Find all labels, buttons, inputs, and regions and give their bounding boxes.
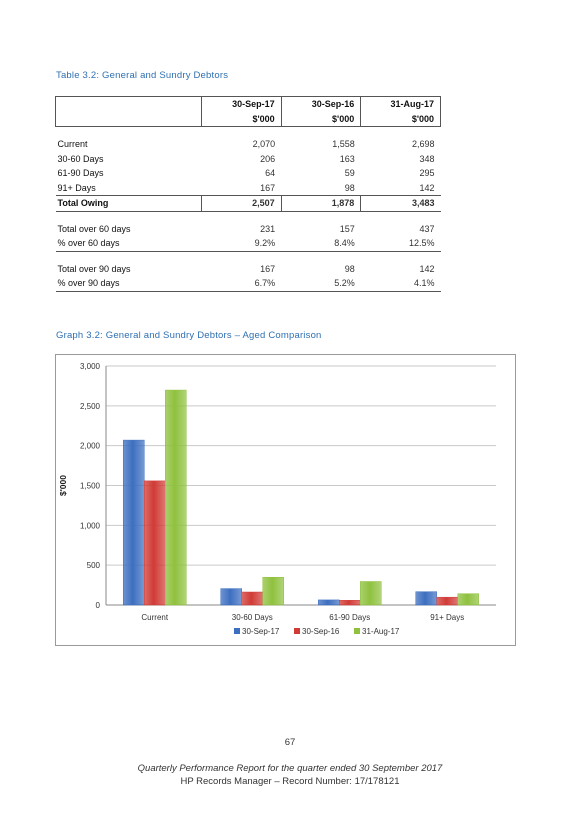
cell: 59 bbox=[344, 168, 355, 179]
legend-swatch bbox=[234, 628, 240, 634]
cell: 142 bbox=[419, 182, 435, 193]
legend-swatch bbox=[294, 628, 300, 634]
cell: 4.1% bbox=[413, 278, 435, 289]
page-number: 67 bbox=[284, 737, 296, 748]
row-label: % over 90 days bbox=[57, 278, 120, 289]
y-axis-label: $'000 bbox=[58, 475, 68, 496]
legend-label: 30-Sep-17 bbox=[242, 627, 280, 636]
cell: 163 bbox=[339, 153, 355, 164]
row-label: 91+ Days bbox=[57, 182, 96, 193]
cell: 3,483 bbox=[360, 195, 441, 211]
header-blank bbox=[55, 96, 202, 112]
header-col-2: 30-Sep-16 bbox=[280, 96, 361, 112]
bar bbox=[165, 389, 187, 606]
table-row: Total over 60 days 231 157 437 bbox=[56, 222, 441, 237]
x-tick-label: Current bbox=[141, 613, 168, 622]
table-row: 30-60 Days 206 163 348 bbox=[56, 152, 441, 167]
debtors-table: 30-Sep-17 30-Sep-16 31-Aug-17 $'000 $'00… bbox=[55, 96, 441, 292]
y-tick-label: 500 bbox=[87, 561, 101, 570]
bar bbox=[123, 439, 145, 606]
unit-col-3: $'000 bbox=[360, 111, 441, 127]
cell: 64 bbox=[265, 168, 276, 179]
table-row: Current 2,070 1,558 2,698 bbox=[56, 137, 441, 152]
y-tick-label: 0 bbox=[96, 601, 101, 610]
cell: 157 bbox=[339, 223, 355, 234]
cell: 12.5% bbox=[408, 238, 435, 249]
cell: 167 bbox=[260, 263, 276, 274]
cell: 98 bbox=[344, 263, 355, 274]
unit-col-1: $'000 bbox=[201, 111, 282, 127]
row-label: Total Owing bbox=[57, 198, 109, 209]
y-tick-label: 2,000 bbox=[80, 442, 101, 451]
bar bbox=[457, 593, 479, 606]
table-row: % over 90 days 6.7% 5.2% 4.1% bbox=[55, 276, 441, 291]
unit-col-2: $'000 bbox=[280, 111, 361, 127]
cell: 231 bbox=[260, 223, 276, 234]
cell: 1,878 bbox=[280, 195, 361, 211]
cell: 1,558 bbox=[332, 139, 355, 150]
header-col-1: 30-Sep-17 bbox=[201, 96, 282, 112]
x-tick-label: 91+ Days bbox=[430, 613, 464, 622]
cell: 167 bbox=[260, 182, 276, 193]
bar bbox=[318, 599, 340, 606]
row-label: 61-90 Days bbox=[57, 168, 104, 179]
table-row: % over 60 days 9.2% 8.4% 12.5% bbox=[55, 236, 441, 251]
cell: 2,698 bbox=[411, 139, 435, 150]
row-label: Total over 60 days bbox=[57, 223, 131, 234]
row-label: 30-60 Days bbox=[57, 153, 104, 164]
legend-label: 31-Aug-17 bbox=[362, 627, 400, 636]
debtors-chart: 0 500 1,000 1,500 2,000 2,500 3,000 $'000 Curren… bbox=[55, 354, 516, 646]
cell: 295 bbox=[419, 168, 435, 179]
cell: 5.2% bbox=[334, 278, 355, 289]
y-tick-label: 1,500 bbox=[80, 482, 101, 491]
cell: 142 bbox=[419, 263, 435, 274]
cell: 98 bbox=[344, 182, 355, 193]
cell: 2,507 bbox=[201, 195, 282, 211]
table-row: 61-90 Days 64 59 295 bbox=[56, 166, 441, 181]
y-tick-label: 3,000 bbox=[80, 362, 101, 371]
cell: 9.2% bbox=[254, 238, 276, 249]
unit-blank bbox=[55, 111, 202, 127]
bar bbox=[339, 600, 361, 606]
bar bbox=[144, 480, 166, 606]
header-col-3: 31-Aug-17 bbox=[360, 96, 441, 112]
chart-svg: 0 500 1,000 1,500 2,000 2,500 3,000 $'000 Curren… bbox=[58, 362, 496, 636]
bar bbox=[220, 588, 242, 606]
table-row: Total over 90 days 167 98 142 bbox=[56, 262, 441, 277]
legend-label: 30-Sep-16 bbox=[302, 627, 340, 636]
table-caption: Table 3.2: General and Sundry Debtors bbox=[56, 70, 229, 81]
x-tick-label: 30-60 Days bbox=[232, 613, 273, 622]
row-label: % over 60 days bbox=[57, 238, 120, 249]
total-row: Total Owing 2,507 1,878 3,483 bbox=[55, 195, 441, 211]
cell: 8.4% bbox=[334, 238, 355, 249]
y-tick-label: 2,500 bbox=[80, 402, 101, 411]
bar bbox=[262, 577, 284, 606]
bar bbox=[415, 591, 437, 606]
footer-report-title: Quarterly Performance Report for the qua… bbox=[137, 763, 443, 774]
table-row: 91+ Days 167 98 142 bbox=[56, 181, 441, 196]
cell: 437 bbox=[419, 223, 435, 234]
y-tick-label: 1,000 bbox=[80, 521, 101, 530]
cell: 348 bbox=[419, 153, 435, 164]
row-label: Current bbox=[57, 139, 88, 150]
bar bbox=[436, 596, 458, 606]
cell: 206 bbox=[260, 153, 276, 164]
graph-caption: Graph 3.2: General and Sundry Debtors – … bbox=[56, 330, 322, 341]
legend-swatch bbox=[354, 628, 360, 634]
footer-record-number: HP Records Manager – Record Number: 17/1… bbox=[180, 776, 400, 787]
cell: 6.7% bbox=[254, 278, 276, 289]
bar bbox=[241, 591, 263, 606]
cell: 2,070 bbox=[252, 139, 276, 150]
x-tick-label: 61-90 Days bbox=[329, 613, 370, 622]
row-label: Total over 90 days bbox=[57, 263, 131, 274]
bar bbox=[360, 581, 382, 606]
